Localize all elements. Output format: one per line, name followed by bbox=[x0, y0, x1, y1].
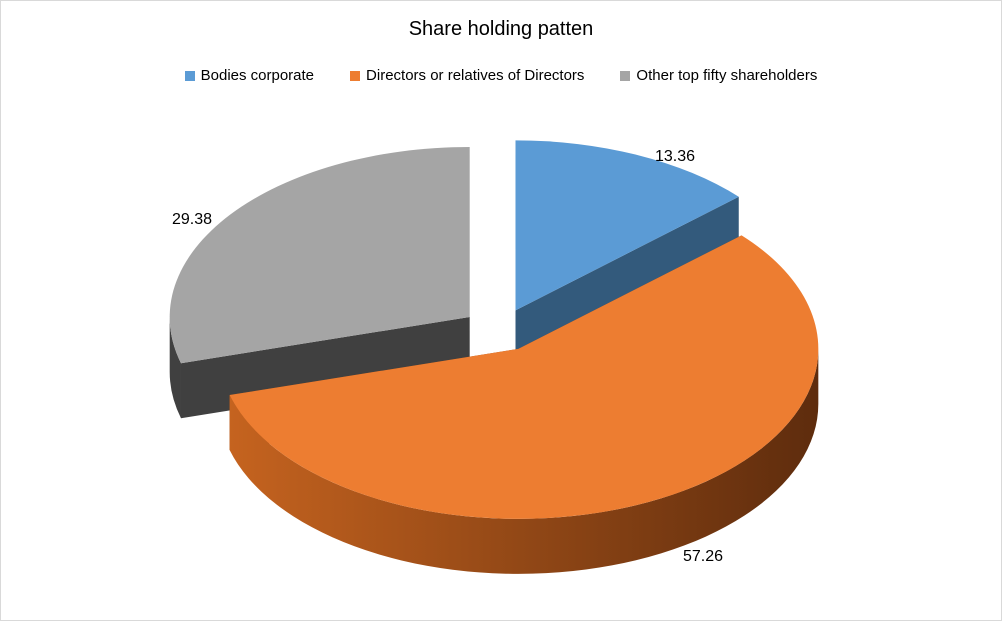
pie-top-other-top-fifty bbox=[169, 147, 470, 364]
pie-slices bbox=[169, 140, 819, 574]
legend-swatch-other-top-fifty bbox=[620, 70, 631, 81]
legend-item-bodies-corporate: Bodies corporate bbox=[184, 67, 315, 84]
legend-swatch-directors bbox=[350, 70, 361, 81]
legend-item-other-top-fifty: Other top fifty shareholders bbox=[620, 67, 817, 84]
data-label-bodies-corporate: 13.36 bbox=[655, 148, 695, 165]
legend: Bodies corporate Directors or relatives … bbox=[0, 67, 1002, 84]
chart-title: Share holding patten bbox=[408, 18, 594, 40]
pie-side-other-top-fifty-0 bbox=[169, 317, 181, 419]
legend-swatch-bodies-corporate bbox=[184, 70, 195, 81]
pie-slice-directors bbox=[229, 235, 819, 574]
pie-top-bodies-corporate bbox=[515, 140, 739, 311]
legend-label-other-top-fifty: Other top fifty shareholders bbox=[636, 67, 818, 84]
data-label-other-top-fifty: 29.38 bbox=[172, 211, 212, 228]
data-labels: 13.36 57.26 29.38 bbox=[172, 148, 723, 565]
legend-item-directors: Directors or relatives of Directors bbox=[350, 67, 584, 84]
legend-label-bodies-corporate: Bodies corporate bbox=[200, 67, 315, 84]
legend-label-directors: Directors or relatives of Directors bbox=[366, 67, 585, 84]
pie-side-directors-0 bbox=[229, 348, 819, 574]
pie-top-directors bbox=[229, 235, 819, 519]
data-label-directors: 57.26 bbox=[683, 548, 723, 565]
